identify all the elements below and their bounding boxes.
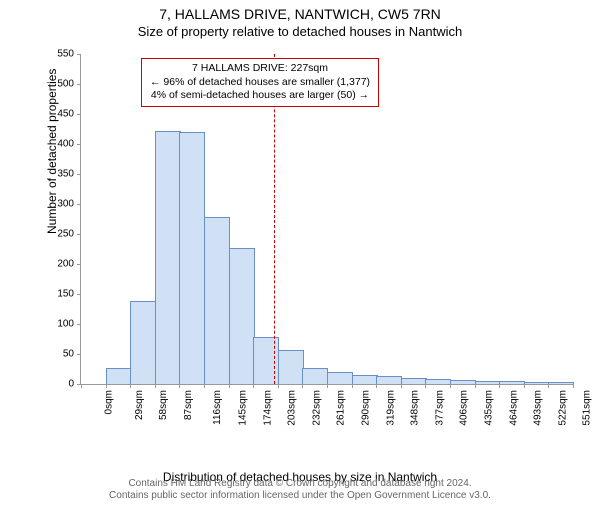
histogram-bar — [352, 375, 378, 384]
y-tick-mark — [77, 264, 81, 265]
x-tick-label: 377sqm — [434, 390, 445, 426]
x-tick-mark — [130, 384, 131, 388]
x-tick-mark — [475, 384, 476, 388]
x-tick-label: 290sqm — [361, 390, 372, 426]
chart-container: 0sqm29sqm58sqm87sqm116sqm145sqm174sqm203… — [52, 54, 572, 414]
histogram-bar — [327, 372, 353, 384]
x-tick-mark — [352, 384, 353, 388]
x-tick-mark — [253, 384, 254, 388]
y-tick-label: 0 — [44, 379, 74, 390]
y-tick-mark — [77, 204, 81, 205]
x-tick-mark — [499, 384, 500, 388]
x-tick-label: 87sqm — [183, 390, 194, 420]
x-tick-mark — [278, 384, 279, 388]
histogram-bar — [401, 378, 427, 384]
histogram-bar — [179, 132, 205, 384]
x-tick-mark — [229, 384, 230, 388]
x-tick-mark — [548, 384, 549, 388]
histogram-bar — [253, 337, 279, 384]
page-subtitle: Size of property relative to detached ho… — [0, 24, 600, 39]
histogram-bar — [425, 379, 451, 384]
y-tick-label: 350 — [44, 169, 74, 180]
y-tick-mark — [77, 144, 81, 145]
y-tick-mark — [77, 234, 81, 235]
x-tick-label: 435sqm — [484, 390, 495, 426]
annotation-line-1: 7 HALLAMS DRIVE: 227sqm — [150, 62, 370, 76]
y-tick-mark — [77, 294, 81, 295]
histogram-bar — [302, 368, 328, 384]
x-tick-mark — [450, 384, 451, 388]
histogram-bar — [106, 368, 132, 384]
x-tick-mark — [155, 384, 156, 388]
x-tick-label: 348sqm — [410, 390, 421, 426]
y-tick-mark — [77, 174, 81, 175]
x-tick-label: 203sqm — [287, 390, 298, 426]
y-tick-label: 200 — [44, 259, 74, 270]
x-tick-mark — [401, 384, 402, 388]
x-tick-label: 58sqm — [158, 390, 169, 420]
x-tick-label: 116sqm — [212, 390, 223, 425]
plot-area: 0sqm29sqm58sqm87sqm116sqm145sqm174sqm203… — [80, 54, 573, 385]
x-tick-mark — [573, 384, 574, 388]
x-tick-label: 551sqm — [582, 390, 593, 426]
y-tick-label: 400 — [44, 139, 74, 150]
y-tick-label: 250 — [44, 229, 74, 240]
y-tick-mark — [77, 324, 81, 325]
y-tick-label: 100 — [44, 319, 74, 330]
y-tick-mark — [77, 54, 81, 55]
x-tick-label: 174sqm — [262, 390, 273, 426]
footer-attribution: Contains HM Land Registry data © Crown c… — [0, 478, 600, 502]
histogram-bar — [450, 380, 476, 384]
x-tick-label: 493sqm — [533, 390, 544, 426]
page-title: 7, HALLAMS DRIVE, NANTWICH, CW5 7RN — [0, 6, 600, 22]
x-tick-mark — [302, 384, 303, 388]
histogram-bar — [548, 382, 574, 384]
y-tick-label: 550 — [44, 49, 74, 60]
x-tick-mark — [106, 384, 107, 388]
x-tick-label: 522sqm — [557, 390, 568, 426]
x-tick-mark — [204, 384, 205, 388]
histogram-bar — [499, 381, 525, 384]
x-tick-label: 145sqm — [238, 390, 249, 426]
x-tick-mark — [376, 384, 377, 388]
y-tick-mark — [77, 84, 81, 85]
x-tick-label: 464sqm — [508, 390, 519, 426]
y-tick-mark — [77, 114, 81, 115]
x-tick-mark — [425, 384, 426, 388]
x-tick-mark — [524, 384, 525, 388]
y-tick-mark — [77, 354, 81, 355]
histogram-bar — [229, 248, 255, 384]
histogram-bar — [475, 381, 501, 384]
x-tick-label: 0sqm — [103, 390, 114, 414]
annotation-line-3: 4% of semi-detached houses are larger (5… — [150, 89, 370, 103]
x-tick-label: 29sqm — [134, 390, 145, 420]
x-tick-label: 406sqm — [459, 390, 470, 426]
y-tick-label: 500 — [44, 79, 74, 90]
footer-line-1: Contains HM Land Registry data © Crown c… — [0, 478, 600, 490]
y-tick-label: 150 — [44, 289, 74, 300]
y-tick-label: 450 — [44, 109, 74, 120]
histogram-bar — [376, 376, 402, 384]
histogram-bar — [155, 131, 181, 384]
histogram-bar — [524, 382, 550, 384]
footer-line-2: Contains public sector information licen… — [0, 490, 600, 502]
annotation-line-2: ← 96% of detached houses are smaller (1,… — [150, 76, 370, 90]
y-tick-label: 50 — [44, 349, 74, 360]
histogram-bar — [204, 217, 230, 384]
x-tick-label: 232sqm — [311, 390, 322, 426]
x-tick-mark — [81, 384, 82, 388]
x-tick-label: 319sqm — [385, 390, 396, 426]
histogram-bar — [278, 350, 304, 384]
x-tick-mark — [179, 384, 180, 388]
histogram-bar — [130, 301, 156, 384]
x-tick-mark — [327, 384, 328, 388]
y-tick-label: 300 — [44, 199, 74, 210]
x-tick-label: 261sqm — [336, 390, 347, 426]
annotation-box: 7 HALLAMS DRIVE: 227sqm← 96% of detached… — [141, 58, 379, 107]
